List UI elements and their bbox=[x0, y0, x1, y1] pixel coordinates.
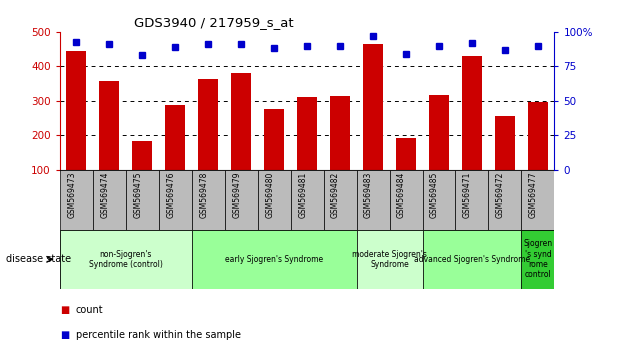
Text: GSM569478: GSM569478 bbox=[199, 172, 208, 218]
Bar bbox=[488, 170, 522, 230]
Text: Sjogren
's synd
rome
control: Sjogren 's synd rome control bbox=[524, 239, 553, 279]
Bar bbox=[357, 170, 389, 230]
Bar bbox=[100, 81, 119, 204]
Bar bbox=[423, 230, 522, 289]
Bar bbox=[429, 95, 449, 204]
Text: ■: ■ bbox=[60, 305, 69, 315]
Bar bbox=[165, 105, 185, 204]
Text: GSM569480: GSM569480 bbox=[265, 172, 274, 218]
Bar bbox=[60, 170, 93, 230]
Text: GSM569485: GSM569485 bbox=[430, 172, 439, 218]
Bar bbox=[66, 51, 86, 204]
Bar bbox=[363, 44, 383, 204]
Text: GSM569482: GSM569482 bbox=[331, 172, 340, 218]
Bar bbox=[159, 170, 192, 230]
Text: disease state: disease state bbox=[6, 254, 71, 264]
Bar bbox=[225, 170, 258, 230]
Text: ■: ■ bbox=[60, 330, 69, 339]
Bar bbox=[522, 230, 554, 289]
Text: advanced Sjogren's Syndrome: advanced Sjogren's Syndrome bbox=[414, 255, 530, 264]
Bar bbox=[198, 80, 218, 204]
Text: GSM569483: GSM569483 bbox=[364, 172, 373, 218]
Bar bbox=[396, 138, 416, 204]
Text: non-Sjogren's
Syndrome (control): non-Sjogren's Syndrome (control) bbox=[89, 250, 163, 269]
Bar bbox=[522, 170, 554, 230]
Text: count: count bbox=[76, 305, 103, 315]
Bar bbox=[495, 116, 515, 204]
Bar bbox=[60, 230, 192, 289]
Text: moderate Sjogren's
Syndrome: moderate Sjogren's Syndrome bbox=[352, 250, 427, 269]
Text: GSM569473: GSM569473 bbox=[67, 172, 76, 218]
Bar bbox=[264, 109, 284, 204]
Bar bbox=[297, 97, 317, 204]
Text: GDS3940 / 217959_s_at: GDS3940 / 217959_s_at bbox=[134, 16, 294, 29]
Bar bbox=[462, 56, 482, 204]
Text: early Sjogren's Syndrome: early Sjogren's Syndrome bbox=[225, 255, 323, 264]
Text: GSM569481: GSM569481 bbox=[298, 172, 307, 218]
Text: GSM569484: GSM569484 bbox=[397, 172, 406, 218]
Bar bbox=[389, 170, 423, 230]
Text: GSM569477: GSM569477 bbox=[529, 172, 538, 218]
Bar bbox=[192, 230, 357, 289]
Bar bbox=[324, 170, 357, 230]
Bar bbox=[231, 73, 251, 204]
Text: GSM569471: GSM569471 bbox=[463, 172, 472, 218]
Text: GSM569474: GSM569474 bbox=[100, 172, 110, 218]
Bar bbox=[357, 230, 423, 289]
Bar bbox=[258, 170, 290, 230]
Text: GSM569472: GSM569472 bbox=[496, 172, 505, 218]
Bar bbox=[192, 170, 225, 230]
Text: GSM569475: GSM569475 bbox=[134, 172, 142, 218]
Bar bbox=[330, 96, 350, 204]
Text: GSM569479: GSM569479 bbox=[232, 172, 241, 218]
Text: GSM569476: GSM569476 bbox=[166, 172, 175, 218]
Bar bbox=[423, 170, 455, 230]
Bar bbox=[455, 170, 488, 230]
Bar bbox=[132, 141, 152, 204]
Text: percentile rank within the sample: percentile rank within the sample bbox=[76, 330, 241, 339]
Bar bbox=[528, 102, 548, 204]
Bar bbox=[290, 170, 324, 230]
Bar bbox=[126, 170, 159, 230]
Bar bbox=[93, 170, 126, 230]
